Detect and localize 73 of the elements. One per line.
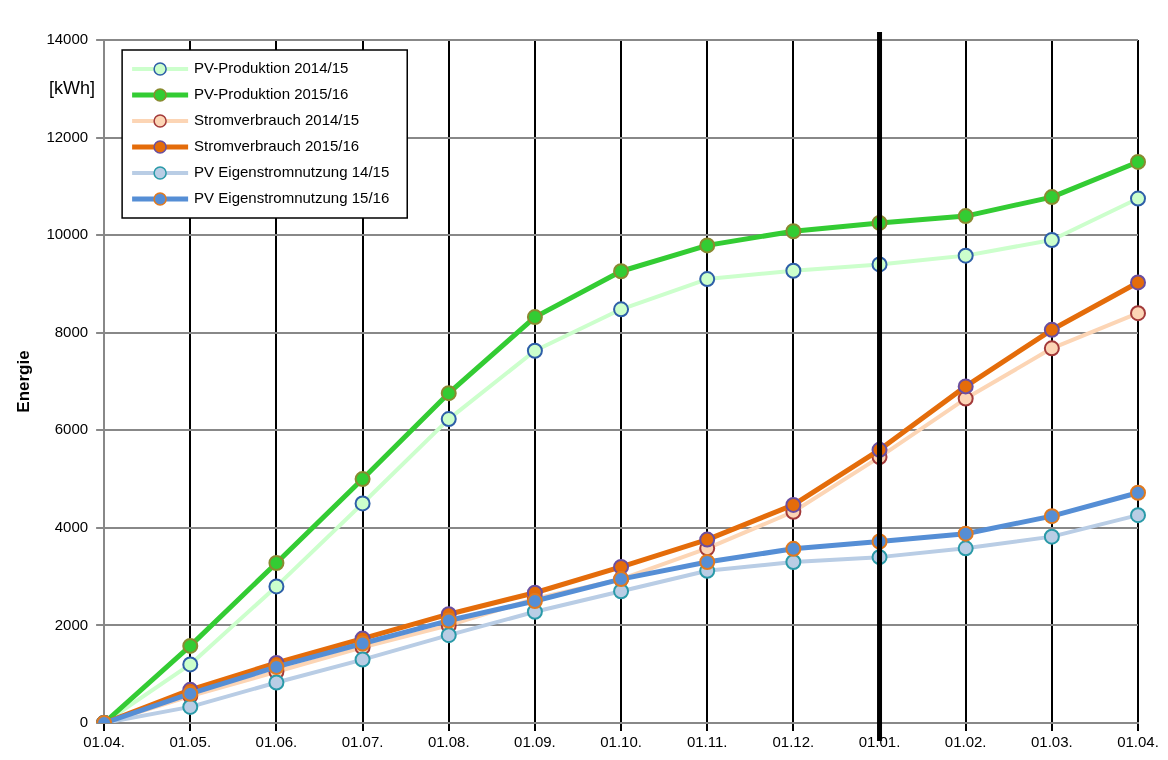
point	[1043, 508, 1060, 525]
point	[440, 385, 457, 402]
y-tick-label: 8000	[54, 322, 89, 340]
y-tick-label: 6000	[54, 420, 89, 438]
point	[1043, 232, 1060, 249]
x-tick-label: 01.09.	[514, 733, 556, 751]
point	[182, 698, 199, 715]
y-axis-title: Energie	[13, 350, 33, 413]
point	[440, 411, 457, 428]
point	[1043, 321, 1060, 338]
point	[1130, 507, 1146, 524]
text: [kWh]	[48, 78, 96, 98]
point	[785, 496, 802, 513]
x-tick-label: 01.06.	[255, 733, 298, 751]
legend-label: PV Eigenstromnutzung 15/16	[194, 189, 390, 207]
point	[354, 495, 371, 512]
point	[1043, 189, 1060, 206]
point	[182, 656, 199, 673]
x-tick-label: 01.05.	[169, 733, 212, 751]
point	[957, 540, 974, 557]
y-tick-label: 12000	[46, 127, 89, 145]
x-tick-label: 01.12.	[772, 733, 815, 751]
y-tick-label: 14000	[46, 30, 89, 48]
legend-label: PV-Produktion 2014/15	[194, 59, 349, 77]
point	[1130, 484, 1146, 501]
point	[526, 309, 543, 326]
x-tick-label: 01.04.	[83, 733, 125, 751]
x-tick-label: 01.04.	[1117, 733, 1159, 751]
point	[440, 612, 457, 629]
point	[440, 627, 457, 644]
point	[785, 223, 802, 240]
point	[613, 301, 630, 318]
point	[268, 658, 285, 675]
point	[182, 637, 199, 654]
point	[268, 674, 285, 691]
y-tick-label: 0	[79, 713, 89, 731]
point	[354, 471, 371, 488]
point	[699, 237, 716, 254]
point	[1130, 190, 1146, 207]
point	[785, 554, 802, 571]
y-tick-label: 4000	[54, 518, 89, 535]
x-tick-label: 01.08.	[427, 733, 470, 751]
x-tick-label: 01.07.	[341, 733, 384, 751]
point	[1043, 528, 1060, 545]
point	[699, 271, 716, 288]
point	[957, 247, 974, 264]
point	[785, 540, 802, 557]
point	[613, 263, 630, 280]
x-tick-label: 01.02.	[944, 733, 987, 751]
point	[354, 635, 371, 652]
x-tick-label: 01.03.	[1030, 733, 1073, 751]
x-tick-label: 01.11.	[686, 733, 728, 751]
point	[785, 262, 802, 279]
y-tick-label: 10000	[46, 225, 89, 243]
point	[268, 554, 285, 571]
point	[268, 578, 285, 595]
point	[354, 651, 371, 668]
point	[1130, 153, 1146, 170]
legend-label: Stromverbrauch 2015/16	[194, 137, 360, 155]
x-tick-label: 01.10.	[600, 733, 642, 751]
legend-label: PV-Produktion 2015/16	[194, 85, 349, 103]
point	[1043, 340, 1060, 357]
point	[957, 525, 974, 542]
point	[957, 378, 974, 395]
point	[526, 342, 543, 359]
point	[1130, 305, 1146, 322]
legend-label: PV Eigenstromnutzung 14/15	[194, 163, 390, 181]
legend-label: Stromverbrauch 2014/15	[194, 111, 360, 129]
point	[1130, 274, 1146, 291]
point	[957, 208, 974, 225]
y-tick-label: 2000	[54, 615, 89, 633]
point	[699, 531, 716, 548]
point	[699, 554, 716, 571]
